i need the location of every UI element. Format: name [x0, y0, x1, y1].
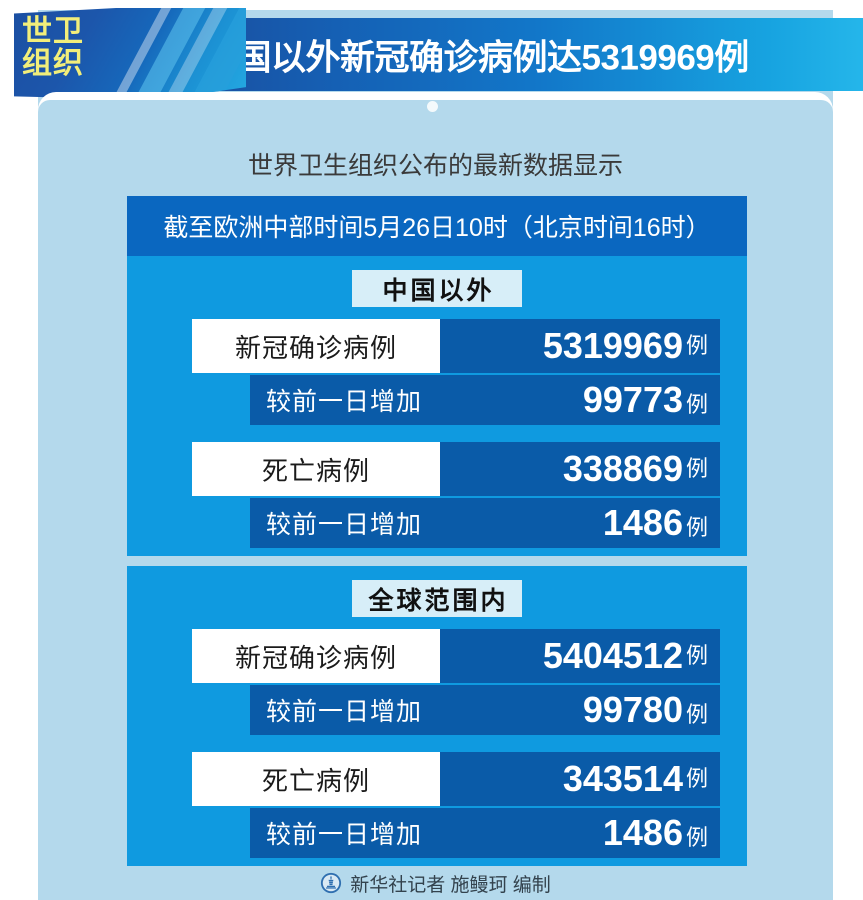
footer: 新华社记者 施鳗珂 编制 — [38, 866, 833, 900]
section-panel-outside-china: 中国以外 新冠确诊病例 5319969 例 较前一日增加 99773 例 — [127, 256, 747, 556]
delta-unit: 例 — [685, 392, 708, 417]
stat-label: 新冠确诊病例 — [234, 642, 397, 673]
stat-row-main: 新冠确诊病例 5319969 例 — [192, 319, 720, 373]
stat-label-cell: 死亡病例 — [192, 752, 440, 806]
delta-unit: 例 — [685, 825, 708, 850]
sheet-dot — [427, 101, 438, 112]
stat-group-confirmed: 新冠确诊病例 5404512 例 较前一日增加 99780 例 — [127, 629, 747, 735]
stat-row-delta: 较前一日增加 1486 例 — [250, 806, 720, 858]
section-chip-label: 全球范围内 — [368, 586, 509, 615]
stat-row-main: 死亡病例 343514 例 — [192, 752, 720, 806]
title-bar: 中国以外新冠确诊病例达5319969例 — [188, 18, 863, 91]
stat-label-cell: 新冠确诊病例 — [192, 629, 440, 683]
delta-label: 较前一日增加 — [265, 821, 422, 849]
stat-label-cell: 死亡病例 — [192, 442, 440, 496]
header-top-margin — [0, 0, 863, 10]
stat-label-cell: 新冠确诊病例 — [192, 319, 440, 373]
stat-group-deaths: 死亡病例 343514 例 较前一日增加 1486 例 — [127, 752, 747, 858]
delta-value: 1486 — [602, 502, 683, 543]
stat-value: 343514 — [562, 758, 683, 799]
stat-value: 338869 — [562, 448, 683, 489]
delta-value-cell: 99773 例 — [438, 382, 720, 418]
delta-label: 较前一日增加 — [265, 511, 422, 539]
stat-value-cell: 5404512 例 — [440, 629, 720, 683]
stat-group-deaths: 死亡病例 338869 例 较前一日增加 1486 例 — [127, 442, 747, 548]
stat-row-delta: 较前一日增加 1486 例 — [250, 496, 720, 548]
stat-unit: 例 — [685, 766, 708, 791]
stat-unit: 例 — [685, 333, 708, 358]
header: 中国以外新冠确诊病例达5319969例 世卫 组织 — [0, 0, 863, 108]
stat-value: 5404512 — [542, 635, 683, 676]
stat-value-cell: 343514 例 — [440, 752, 720, 806]
stat-label: 死亡病例 — [261, 765, 370, 796]
section-chip-label: 中国以外 — [382, 276, 495, 305]
stat-row-delta: 较前一日增加 99780 例 — [250, 683, 720, 735]
footer-credit: 新华社记者 施鳗珂 编制 — [350, 874, 551, 896]
section-chip: 中国以外 — [352, 270, 522, 307]
stat-label: 死亡病例 — [261, 455, 370, 486]
stat-row-main: 新冠确诊病例 5404512 例 — [192, 629, 720, 683]
stat-value: 5319969 — [542, 325, 683, 366]
delta-value: 1486 — [602, 812, 683, 853]
stat-label: 新冠确诊病例 — [234, 332, 397, 363]
stat-unit: 例 — [685, 456, 708, 481]
delta-value-cell: 99780 例 — [438, 692, 720, 728]
stat-value-cell: 5319969 例 — [440, 319, 720, 373]
section-panel-global: 全球范围内 新冠确诊病例 5404512 例 较前一日增加 99780 例 — [127, 566, 747, 866]
date-bar-text: 截至欧洲中部时间5月26日10时（北京时间16时） — [163, 214, 711, 242]
who-badge-label: 世卫 组织 — [22, 15, 84, 80]
subtitle: 世界卫生组织公布的最新数据显示 — [247, 152, 623, 180]
section-chip: 全球范围内 — [352, 580, 522, 617]
stat-row-main: 死亡病例 338869 例 — [192, 442, 720, 496]
delta-label: 较前一日增加 — [265, 388, 422, 416]
delta-unit: 例 — [685, 515, 708, 540]
stat-group-confirmed: 新冠确诊病例 5319969 例 较前一日增加 99773 例 — [127, 319, 747, 425]
date-bar: 截至欧洲中部时间5月26日10时（北京时间16时） — [127, 196, 747, 256]
who-ribbon-icon — [14, 8, 246, 100]
stat-value-cell: 338869 例 — [440, 442, 720, 496]
delta-label: 较前一日增加 — [265, 698, 422, 726]
stat-unit: 例 — [685, 643, 708, 668]
stat-row-delta: 较前一日增加 99773 例 — [250, 373, 720, 425]
xinhua-logo-icon — [321, 872, 342, 894]
delta-value-cell: 1486 例 — [438, 505, 720, 541]
page-title: 中国以外新冠确诊病例达5319969例 — [202, 38, 749, 77]
delta-value-cell: 1486 例 — [438, 815, 720, 851]
delta-unit: 例 — [685, 702, 708, 727]
delta-value: 99773 — [582, 379, 683, 420]
delta-value: 99780 — [582, 689, 683, 730]
